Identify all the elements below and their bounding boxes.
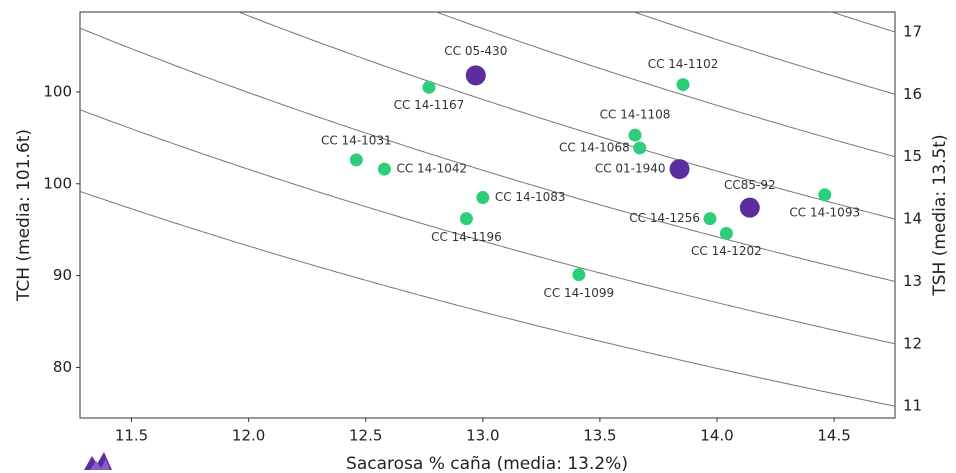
point-label: CC 14-1042	[396, 162, 467, 176]
point-label: CC 14-1099	[543, 286, 614, 300]
y-tick-label: 80	[53, 358, 72, 376]
point	[459, 212, 473, 226]
point	[572, 268, 586, 282]
y2-tick-label: 12	[903, 334, 922, 352]
point-label: CC 14-1068	[559, 140, 630, 154]
point	[628, 128, 642, 142]
point	[422, 80, 436, 94]
x-tick-label: 11.5	[115, 427, 148, 445]
point-label: CC 01-1940	[595, 162, 666, 176]
point	[476, 191, 490, 205]
point	[377, 162, 391, 176]
y-tick-label: 100	[43, 82, 72, 100]
x-tick-label: 13.5	[583, 427, 616, 445]
point-label: CC 14-1167	[394, 98, 465, 112]
point	[739, 197, 760, 218]
iso-line	[632, 12, 895, 95]
y2-tick-label: 13	[903, 272, 922, 290]
iso-line	[80, 190, 895, 407]
y2-tick-label: 17	[903, 22, 922, 40]
point-label: CC 14-1202	[691, 244, 762, 258]
x-tick-label: 13.0	[466, 427, 499, 445]
y2-tick-label: 11	[903, 397, 922, 415]
point	[676, 78, 690, 92]
point-label: CC 14-1083	[495, 190, 566, 204]
x-tick-label: 12.0	[232, 427, 265, 445]
point-label: CC 14-1093	[789, 205, 860, 219]
x-axis-title: Sacarosa % caña (media: 13.2%)	[346, 454, 628, 473]
point-label: CC 14-1031	[321, 133, 392, 147]
y-axis-title: TCH (media: 101.6t)	[14, 129, 34, 302]
x-tick-label: 14.0	[700, 427, 733, 445]
logo	[84, 452, 112, 470]
point	[465, 65, 486, 86]
y2-tick-label: 16	[903, 85, 922, 103]
x-tick-label: 12.5	[349, 427, 382, 445]
point-label: CC 14-1256	[629, 211, 700, 225]
iso-line	[80, 27, 895, 282]
y-tick-label: 100	[43, 174, 72, 192]
point	[818, 188, 832, 202]
y2-tick-label: 14	[903, 210, 922, 228]
point	[703, 212, 717, 226]
point-label: CC 05-430	[444, 44, 507, 58]
point	[719, 226, 733, 240]
plot-frame	[79, 11, 896, 419]
y2-axis-title: TSH (media: 13.5t)	[930, 134, 950, 296]
point	[669, 159, 690, 180]
y2-tick-label: 15	[903, 147, 922, 165]
iso-line	[237, 12, 895, 220]
point-label: CC 14-1108	[600, 108, 671, 122]
iso-line	[80, 109, 895, 345]
point	[349, 153, 363, 167]
x-tick-label: 14.5	[817, 427, 850, 445]
y-tick-label: 90	[53, 266, 72, 284]
iso-line	[434, 12, 895, 158]
point	[633, 141, 647, 155]
point-label: CC85-92	[724, 178, 776, 192]
point-label: CC 14-1102	[648, 57, 719, 71]
iso-line	[830, 12, 895, 33]
point-label: CC 14-1196	[431, 230, 502, 244]
